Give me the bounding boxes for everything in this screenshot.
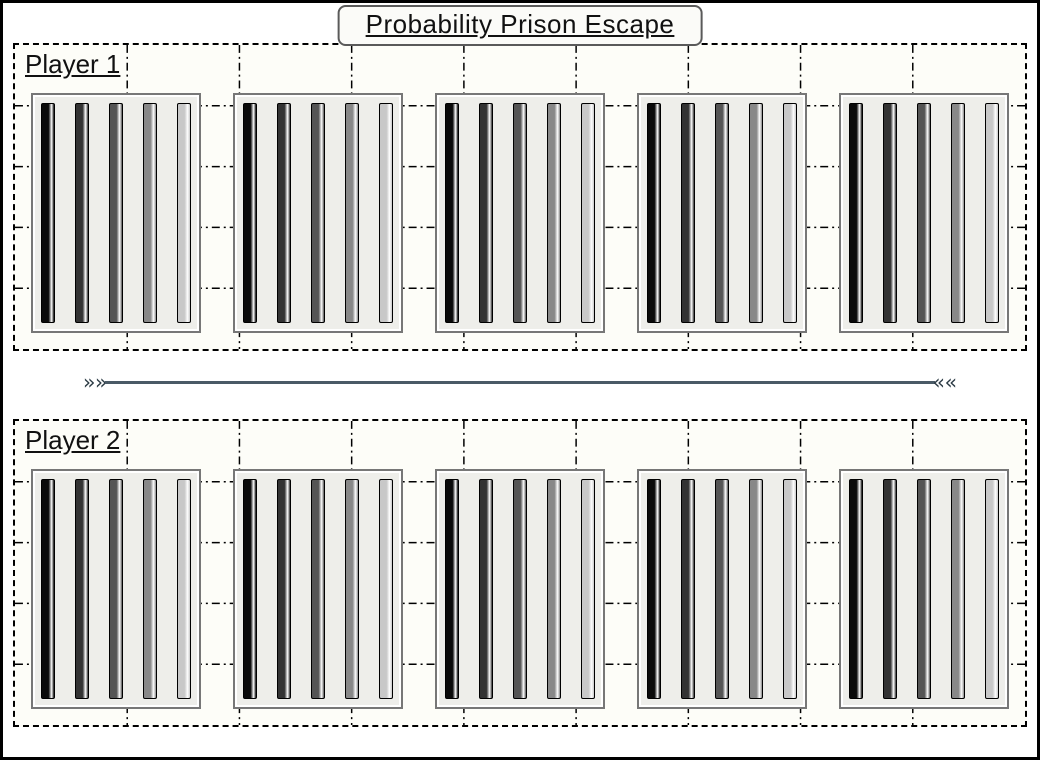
bar [985, 103, 999, 323]
bar [513, 479, 527, 699]
player-2-label: Player 2 [25, 425, 120, 456]
cell-bars [849, 103, 999, 323]
bar [883, 103, 897, 323]
prison-cell[interactable] [233, 469, 403, 709]
bar [581, 479, 595, 699]
fletch-right-icon: «« [933, 372, 957, 392]
bar [379, 479, 393, 699]
prison-cell[interactable] [839, 93, 1009, 333]
bar [177, 479, 191, 699]
bar [749, 479, 763, 699]
bar [277, 479, 291, 699]
prison-cell[interactable] [31, 93, 201, 333]
bar [783, 479, 797, 699]
bar [513, 103, 527, 323]
bar [715, 103, 729, 323]
bar [715, 479, 729, 699]
cell-bars [41, 479, 191, 699]
bar [345, 479, 359, 699]
cell-bars [243, 479, 393, 699]
prison-cell[interactable] [435, 469, 605, 709]
bar [985, 479, 999, 699]
cell-bars [647, 479, 797, 699]
bar [311, 103, 325, 323]
bar [681, 479, 695, 699]
bar [75, 103, 89, 323]
bar [41, 103, 55, 323]
bar [681, 103, 695, 323]
bar [951, 479, 965, 699]
bar [177, 103, 191, 323]
cell-bars [849, 479, 999, 699]
bar [143, 479, 157, 699]
bar [647, 479, 661, 699]
prison-cell[interactable] [637, 93, 807, 333]
bar [647, 103, 661, 323]
bar [277, 103, 291, 323]
bar [749, 103, 763, 323]
player-1-panel: Player 1 [13, 43, 1027, 351]
bar [143, 103, 157, 323]
cell-bars [445, 479, 595, 699]
divider-line [105, 381, 935, 384]
bar [345, 103, 359, 323]
divider: »» «« [83, 367, 957, 397]
fletch-left-icon: »» [83, 372, 107, 392]
bar [379, 103, 393, 323]
bar [547, 103, 561, 323]
prison-cell[interactable] [31, 469, 201, 709]
bar [479, 479, 493, 699]
cell-bars [243, 103, 393, 323]
bar [917, 103, 931, 323]
page-title: Probability Prison Escape [338, 5, 703, 46]
player-2-cells [31, 469, 1009, 709]
bar [311, 479, 325, 699]
prison-cell[interactable] [839, 469, 1009, 709]
bar [243, 479, 257, 699]
bar [849, 479, 863, 699]
bar [883, 479, 897, 699]
player-1-label: Player 1 [25, 49, 120, 80]
bar [243, 103, 257, 323]
bar [109, 103, 123, 323]
bar [547, 479, 561, 699]
prison-cell[interactable] [637, 469, 807, 709]
bar [109, 479, 123, 699]
prison-cell[interactable] [233, 93, 403, 333]
cell-bars [41, 103, 191, 323]
player-1-cells [31, 93, 1009, 333]
bar [849, 103, 863, 323]
bar [445, 103, 459, 323]
bar [581, 103, 595, 323]
cell-bars [445, 103, 595, 323]
game-board: Probability Prison Escape Player 1 »» ««… [0, 0, 1040, 760]
bar [75, 479, 89, 699]
player-2-panel: Player 2 [13, 419, 1027, 727]
cell-bars [647, 103, 797, 323]
bar [951, 103, 965, 323]
bar [445, 479, 459, 699]
bar [479, 103, 493, 323]
bar [783, 103, 797, 323]
prison-cell[interactable] [435, 93, 605, 333]
bar [41, 479, 55, 699]
bar [917, 479, 931, 699]
